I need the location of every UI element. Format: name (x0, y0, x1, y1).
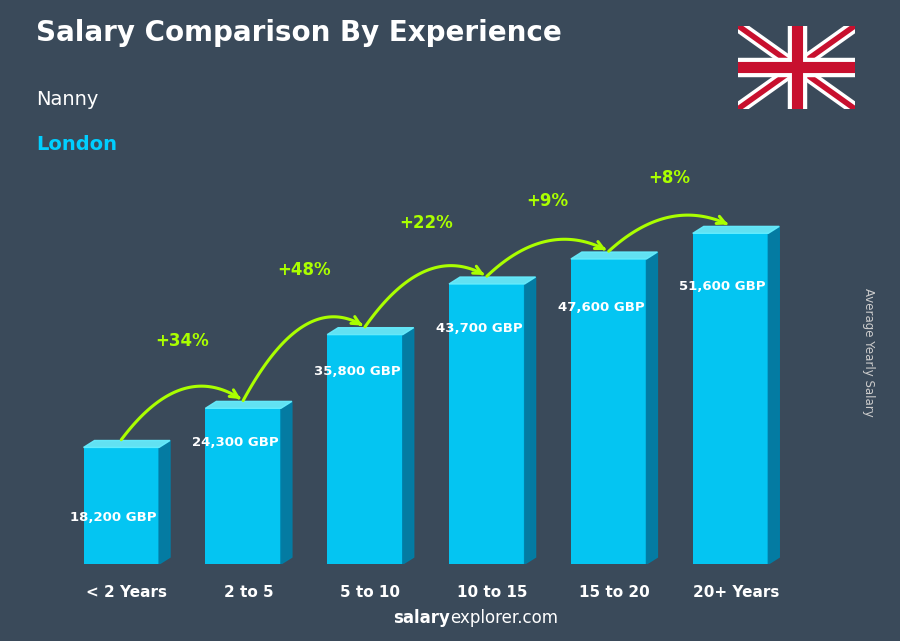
Polygon shape (571, 252, 657, 259)
Text: 15 to 20: 15 to 20 (579, 585, 650, 600)
Text: salary: salary (393, 609, 450, 627)
Polygon shape (449, 277, 536, 284)
Text: 18,200 GBP: 18,200 GBP (70, 511, 157, 524)
Polygon shape (281, 401, 292, 564)
Bar (449, 284, 525, 564)
Polygon shape (84, 440, 170, 447)
Text: 20+ Years: 20+ Years (693, 585, 779, 600)
Polygon shape (328, 328, 414, 335)
Text: 51,600 GBP: 51,600 GBP (680, 279, 766, 293)
Polygon shape (159, 440, 170, 564)
Bar (84, 447, 159, 564)
Bar (693, 233, 769, 564)
Text: +48%: +48% (277, 262, 331, 279)
Text: London: London (36, 135, 117, 154)
Text: < 2 Years: < 2 Years (86, 585, 167, 600)
Polygon shape (205, 401, 292, 408)
Text: 47,600 GBP: 47,600 GBP (557, 301, 644, 314)
Bar (328, 335, 403, 564)
Text: 5 to 10: 5 to 10 (340, 585, 400, 600)
Text: 10 to 15: 10 to 15 (457, 585, 527, 600)
Text: 24,300 GBP: 24,300 GBP (192, 436, 279, 449)
Text: +34%: +34% (156, 332, 209, 350)
Bar (571, 259, 646, 564)
Polygon shape (693, 226, 779, 233)
Text: +22%: +22% (399, 213, 453, 231)
Text: 35,800 GBP: 35,800 GBP (314, 365, 400, 378)
Polygon shape (403, 328, 414, 564)
Text: Average Yearly Salary: Average Yearly Salary (862, 288, 875, 417)
Text: 43,700 GBP: 43,700 GBP (436, 322, 522, 335)
Text: +9%: +9% (526, 192, 569, 210)
Polygon shape (525, 277, 535, 564)
Text: +8%: +8% (649, 169, 690, 187)
Text: Nanny: Nanny (36, 90, 98, 109)
Polygon shape (769, 226, 779, 564)
Text: Salary Comparison By Experience: Salary Comparison By Experience (36, 19, 562, 47)
Bar (205, 408, 281, 564)
Polygon shape (646, 252, 657, 564)
Text: explorer.com: explorer.com (450, 609, 558, 627)
Text: 2 to 5: 2 to 5 (224, 585, 274, 600)
